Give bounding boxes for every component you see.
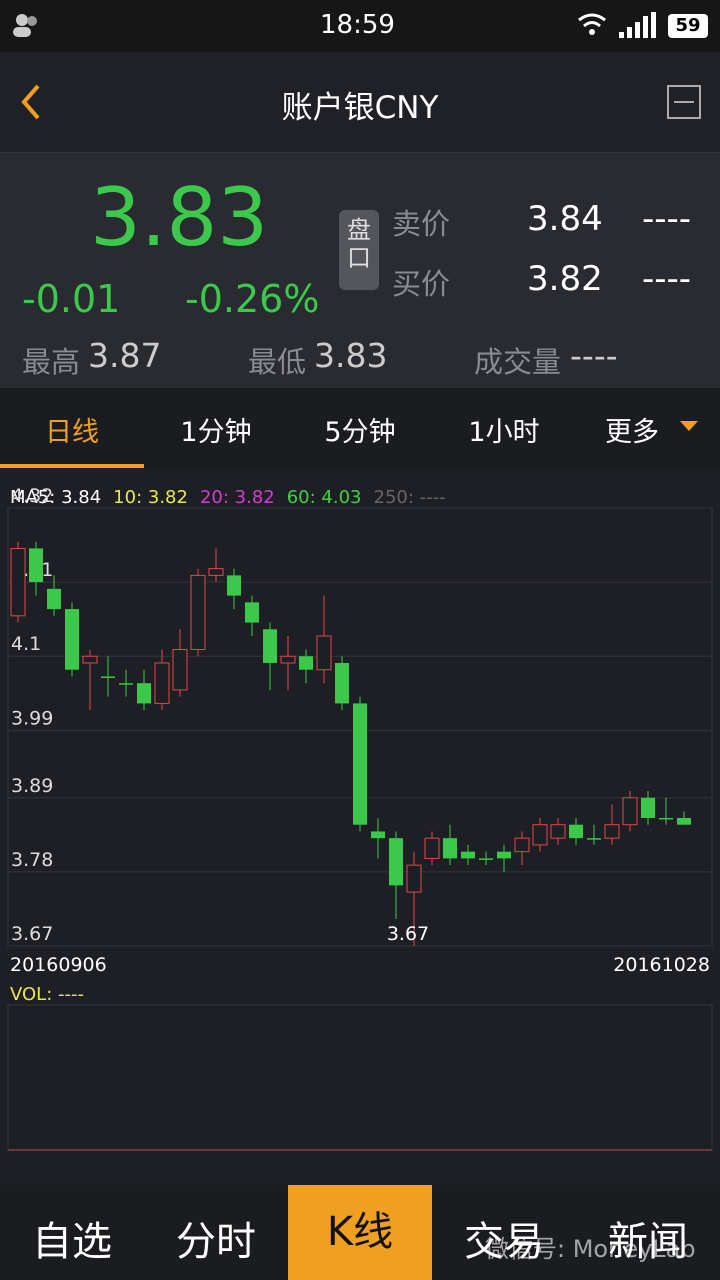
candle-body (461, 851, 475, 859)
volume-label: 成交量 (474, 345, 562, 379)
more-arrow (680, 421, 698, 431)
candle-body (587, 838, 601, 840)
user-icon (12, 12, 40, 38)
candle-body (101, 676, 115, 678)
candle-body (10, 547, 26, 617)
ask-size: ---- (642, 199, 692, 239)
bid-label: 买价 (392, 267, 451, 301)
last-price: 3.83 (90, 171, 269, 264)
candle-body (154, 662, 170, 704)
candle-body (29, 548, 43, 583)
nav-item[interactable]: 自选 (32, 1219, 112, 1265)
book-button[interactable]: 盘口 (339, 210, 379, 290)
ma-legend: 10: 3.82 (113, 487, 188, 508)
candle-body (82, 655, 98, 664)
candle-body (280, 655, 296, 664)
candle-body (335, 662, 349, 704)
candle-body (263, 629, 277, 663)
ma-legend: MA5: 3.84 (10, 487, 101, 508)
signal-icons (575, 12, 665, 44)
tab[interactable]: 1分钟 (180, 417, 252, 448)
nav-item[interactable]: 分时 (176, 1219, 256, 1265)
nav-item[interactable]: K线 (288, 1185, 432, 1280)
candle-body (208, 568, 224, 576)
bid-size: ---- (642, 259, 692, 299)
y-tick-label: 4.32 (11, 485, 53, 507)
candle-body (514, 837, 530, 853)
candle-body (371, 831, 385, 839)
kline-chart: MA5: 3.84 10: 3.82 20: 3.82 60: 4.03 250: --… (7, 485, 713, 1151)
period-tabs: 日线 1分钟 5分钟 1小时 更多 (0, 388, 720, 468)
ask-label: 卖价 (392, 207, 451, 241)
y-tick-label: 3.67 (11, 923, 53, 945)
candle-body (172, 649, 188, 691)
nav-item[interactable]: 新闻 (608, 1219, 688, 1265)
candle-body (299, 656, 313, 670)
ma-legend: 250: ---- (374, 487, 446, 508)
time: 18:59 (320, 10, 395, 40)
high: 3.87 (88, 336, 162, 375)
quote-panel: 3.83 -0.01 -0.26% 盘口 卖价 3.84 ---- 买价 3.8… (0, 153, 720, 388)
low: 3.83 (314, 336, 388, 375)
candle-body (245, 602, 259, 623)
candle-body (641, 797, 655, 818)
menu-button[interactable] (667, 85, 701, 119)
candle-body (227, 575, 241, 596)
ask: 3.84 (527, 199, 603, 239)
x-tick-label: 20161028 (613, 954, 710, 976)
tab[interactable]: 日线 (45, 417, 99, 448)
watermark: 微信号: MoneyLab (485, 1235, 696, 1263)
candle-body (424, 837, 440, 859)
change: -0.01 (22, 277, 121, 321)
candle-body (389, 838, 403, 886)
candle-body (479, 858, 493, 860)
candle-body (659, 817, 673, 820)
candle-body (119, 683, 133, 685)
y-tick-label: 3.99 (11, 707, 53, 729)
candle-body (406, 864, 422, 893)
bottom-nav: 自选 分时 K线 交易 新闻 微信号: MoneyLab (0, 1185, 720, 1280)
bid: 3.82 (527, 259, 603, 299)
candle-body (137, 683, 151, 704)
book-label: 盘口 (347, 216, 371, 272)
tab[interactable]: 1小时 (468, 417, 540, 448)
candle-body (190, 574, 206, 651)
header: 账户银CNY (0, 52, 720, 153)
volume: ---- (570, 336, 618, 375)
y-tick-label: 3.78 (11, 849, 53, 871)
candle-body (677, 817, 691, 825)
candle-body (569, 824, 583, 839)
candle-body (497, 851, 511, 859)
candle-body (443, 838, 457, 859)
candle-body (47, 588, 61, 610)
ma-legend: 60: 4.03 (287, 487, 362, 508)
candle-body (65, 609, 79, 670)
candle-body (550, 824, 566, 839)
title: 账户银CNY (281, 90, 439, 126)
x-tick-label: 20160906 (10, 954, 107, 976)
nav-item[interactable]: 交易 (464, 1219, 544, 1265)
candle-body (604, 824, 620, 839)
high-label: 最高 (22, 345, 81, 379)
low-label: 最低 (248, 345, 307, 379)
battery: 59 (668, 14, 708, 38)
tab[interactable]: 5分钟 (324, 417, 396, 448)
candle-body (316, 635, 332, 671)
back-button[interactable] (16, 82, 46, 126)
vol-label: VOL: ---- (10, 984, 84, 1005)
candle-body (532, 824, 548, 846)
ma-legend: 20: 3.82 (200, 487, 275, 508)
candle-body (353, 703, 367, 825)
tab-underline (0, 464, 144, 468)
tab[interactable]: 更多 (605, 417, 659, 448)
candle-body (622, 797, 638, 826)
y-tick-label: 3.89 (11, 775, 53, 797)
low-annotation: 3.67 (387, 923, 429, 945)
y-tick-label: 4.1 (11, 633, 41, 655)
volume-pane (7, 1004, 713, 1151)
status-bar: 18:59 59 (0, 0, 720, 52)
change-pct: -0.26% (185, 277, 320, 321)
